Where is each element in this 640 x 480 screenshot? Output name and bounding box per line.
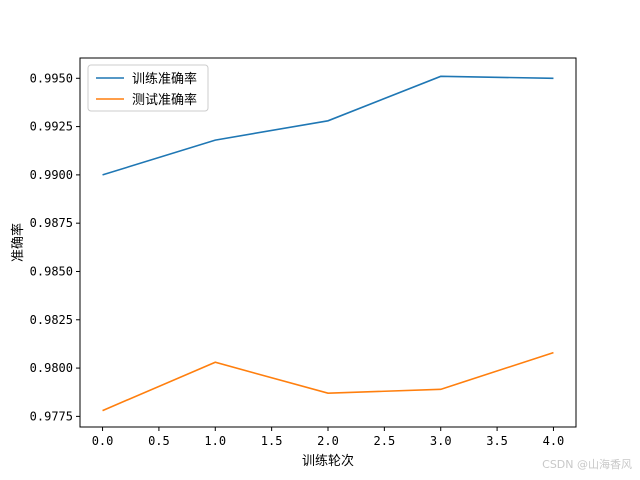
- x-tick-label: 1.5: [261, 434, 283, 448]
- y-tick-label: 0.9900: [30, 168, 73, 182]
- x-axis-ticks: 0.0 0.5 1.0 1.5 2.0 2.5 3.0 3.5 4.0: [92, 427, 565, 448]
- watermark: CSDN @山海香风: [542, 458, 632, 471]
- y-tick-label: 0.9800: [30, 361, 73, 375]
- series-lines: [102, 75, 554, 412]
- legend-label: 训练准确率: [132, 71, 197, 87]
- legend-label: 测试准确率: [132, 92, 197, 108]
- y-axis-ticks: 0.9775 0.9800 0.9825 0.9850 0.9875 0.9900 0.99…: [30, 71, 80, 423]
- x-tick-label: 0.0: [92, 434, 114, 448]
- y-tick-label: 0.9825: [30, 313, 73, 327]
- y-tick-label: 0.9875: [30, 216, 73, 230]
- x-tick-label: 0.5: [148, 434, 170, 448]
- x-tick-label: 3.5: [486, 434, 508, 448]
- y-tick-label: 0.9925: [30, 120, 73, 134]
- y-tick-label: 0.9950: [30, 71, 73, 85]
- x-tick-label: 2.5: [374, 434, 396, 448]
- y-tick-label: 0.9775: [30, 409, 73, 423]
- series-line-0: [102, 75, 554, 176]
- series-line-1: [102, 351, 554, 412]
- x-axis-label: 训练轮次: [302, 453, 354, 469]
- x-tick-label: 3.0: [430, 434, 452, 448]
- plot-frame: [79, 57, 577, 428]
- y-tick-label: 0.9850: [30, 264, 73, 278]
- y-axis-label: 准确率: [10, 223, 26, 262]
- x-tick-label: 4.0: [543, 434, 565, 448]
- x-tick-label: 2.0: [317, 434, 339, 448]
- x-tick-label: 1.0: [204, 434, 226, 448]
